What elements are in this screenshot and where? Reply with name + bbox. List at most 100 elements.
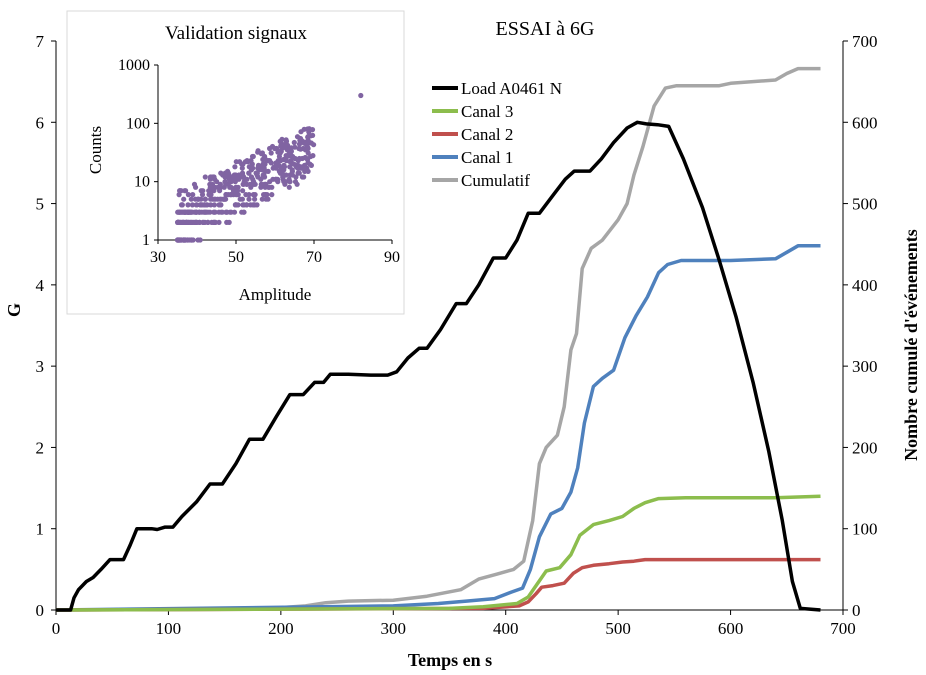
inset-scatter-point	[283, 179, 289, 185]
inset-scatter-point	[232, 164, 238, 170]
inset-scatter-point	[298, 146, 304, 152]
inset-scatter-point	[277, 138, 283, 144]
inset-scatter-point	[233, 159, 239, 165]
inset-scatter-point	[193, 219, 200, 225]
inset-scatter-point	[250, 153, 256, 160]
inset-scatter-point	[255, 149, 261, 155]
inset-scatter-point	[299, 165, 305, 171]
x-tick-label: 200	[268, 619, 294, 638]
inset-scatter-point	[207, 176, 213, 182]
inset-scatter-point	[254, 202, 260, 208]
y2-tick-label: 400	[852, 276, 878, 295]
inset-scatter-point	[191, 181, 198, 187]
inset-scatter-point	[224, 219, 230, 225]
inset-scatter-point	[193, 202, 199, 208]
y2-tick-label: 600	[852, 113, 878, 132]
inset-scatter-point	[248, 167, 255, 173]
y2-tick-label: 0	[852, 601, 861, 620]
inset-scatter-point	[202, 196, 208, 202]
chart-title: ESSAI à 6G	[496, 18, 595, 40]
inset-scatter-point	[292, 179, 299, 185]
inset-scatter-point	[175, 219, 181, 225]
inset-scatter-point	[245, 159, 251, 165]
inset-x-tick-label: 90	[384, 249, 400, 266]
inset-scatter-point	[216, 219, 222, 225]
inset-scatter-point	[289, 160, 295, 166]
legend-label: Load A0461 N	[461, 79, 562, 98]
x-tick-label: 400	[493, 619, 519, 638]
x-tick-label: 0	[52, 619, 61, 638]
inset-scatter-point	[202, 174, 208, 180]
inset-scatter-point	[286, 184, 292, 190]
inset-scatter-point	[212, 196, 218, 202]
inset-scatter-point	[283, 137, 289, 143]
inset-scatter-point	[305, 145, 311, 152]
y2-tick-label: 300	[852, 357, 878, 376]
inset-scatter-point	[249, 162, 255, 168]
inset-scatter-point	[293, 174, 299, 180]
inset-scatter-point	[177, 188, 183, 194]
inset-scatter-point	[287, 179, 293, 185]
inset-scatter-point	[223, 209, 229, 215]
inset-y-tick-label: 100	[126, 115, 150, 132]
inset-scatter-point	[211, 202, 217, 208]
inset-scatter-point	[267, 179, 273, 185]
inset-scatter-point	[280, 174, 286, 180]
inset-scatter-point	[268, 150, 274, 156]
inset-scatter-point	[305, 134, 311, 140]
inset-scatter-point	[244, 181, 250, 187]
inset-scatter-point	[262, 192, 268, 198]
inset-scatter-point	[292, 155, 298, 162]
inset-scatter-point	[239, 209, 245, 215]
y2-tick-label: 200	[852, 438, 878, 457]
inset-scatter-point	[223, 181, 229, 187]
inset-scatter-point	[277, 148, 284, 154]
inset-scatter-point	[178, 202, 185, 208]
inset-scatter-point	[272, 145, 278, 152]
inset-scatter-point	[298, 129, 304, 135]
inset-scatter-point	[228, 184, 234, 190]
inset-points	[174, 92, 364, 243]
x-tick-label: 600	[718, 619, 744, 638]
y2-axis-title: Nombre cumulé d'événements	[901, 229, 921, 461]
inset-scatter-point	[217, 188, 223, 194]
inset-scatter-point	[204, 202, 210, 208]
series-line-load-a0461-n	[56, 120, 821, 612]
y-tick-label: 7	[36, 32, 45, 51]
inset-x-tick-label: 30	[150, 249, 166, 266]
inset-scatter-point	[234, 188, 241, 194]
x-axis-title: Temps en s	[408, 650, 492, 670]
inset-x-tick-label: 50	[228, 249, 244, 266]
y-tick-label: 3	[36, 357, 45, 376]
inset-scatter-point	[228, 192, 234, 198]
legend: Load A0461 N Canal 3 Canal 2 Canal 1 Cumulat…	[432, 79, 562, 190]
y-tick-label: 4	[36, 276, 45, 295]
x-tick-label: 100	[156, 619, 182, 638]
inset-scatter-point	[269, 192, 275, 198]
inset-scatter-point	[212, 209, 218, 215]
inset-scatter-point	[203, 209, 209, 215]
inset-x-axis-title: Amplitude	[239, 285, 312, 304]
inset-scatter-point	[197, 237, 203, 243]
inset-scatter-point	[305, 126, 311, 132]
inset-scatter-point	[220, 196, 227, 202]
inset-scatter-point	[302, 141, 309, 147]
inset-scatter-point	[208, 184, 214, 190]
inset-scatter-point	[298, 137, 304, 143]
inset-scatter-point	[277, 170, 283, 176]
inset-scatter-point	[218, 209, 224, 215]
inset-scatter-point	[263, 156, 269, 163]
inset-scatter-point	[187, 209, 193, 215]
inset-scatter-point	[252, 196, 258, 202]
inset-scatter-point	[212, 219, 218, 225]
inset-scatter-point	[240, 202, 246, 208]
inset-scatter-point	[176, 192, 182, 198]
inset-scatter-point	[275, 158, 281, 164]
inset-scatter-point	[181, 196, 187, 202]
inset-x-tick-label: 70	[306, 249, 322, 266]
inset-scatter-point	[211, 174, 217, 180]
inset-scatter-point	[259, 150, 265, 156]
inset-scatter-point	[200, 188, 206, 194]
inset-scatter-point	[211, 188, 217, 194]
